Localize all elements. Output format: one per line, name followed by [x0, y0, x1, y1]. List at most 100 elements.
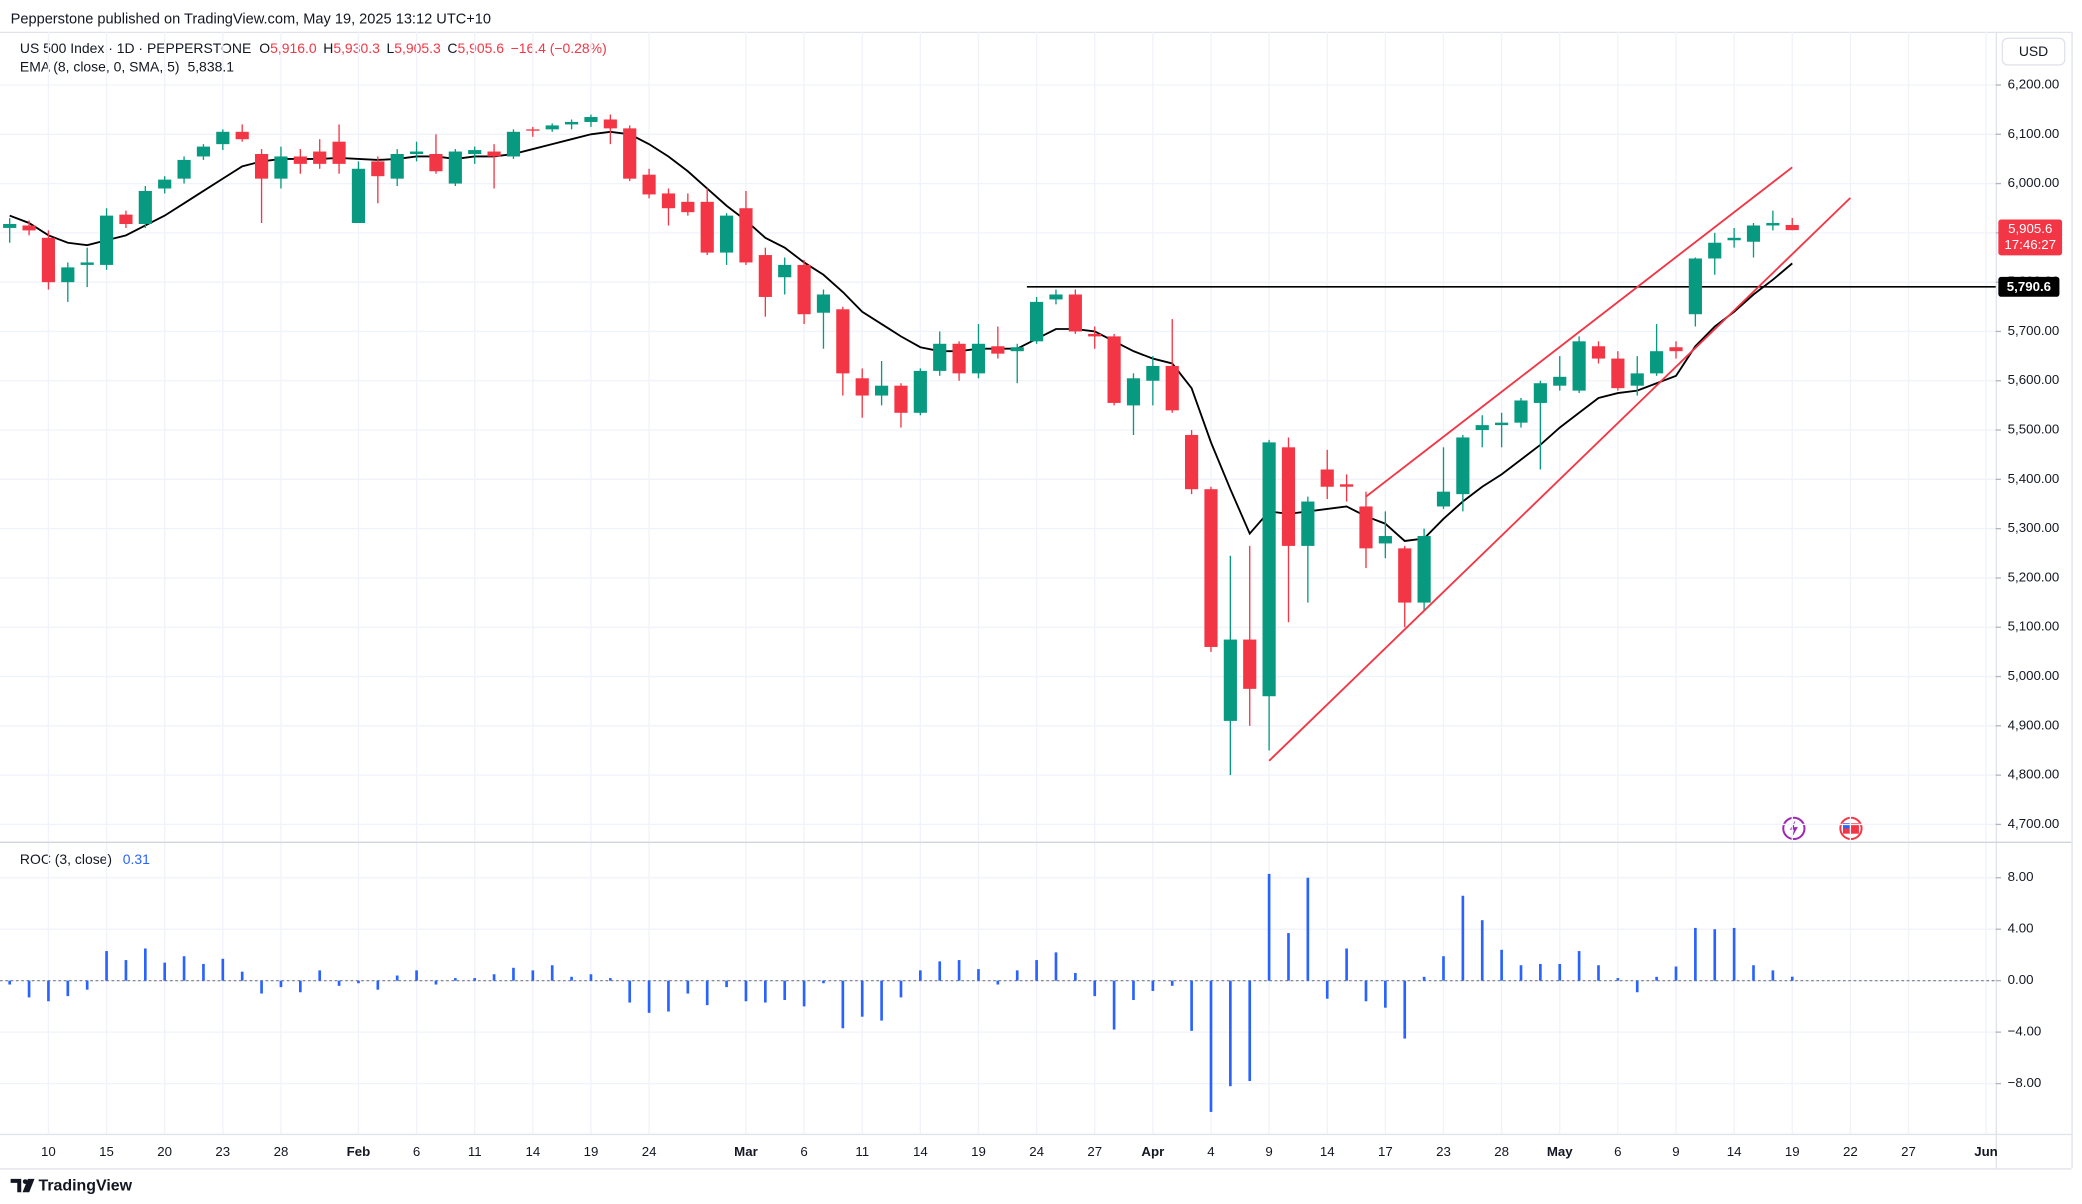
y-tick-label: 5,000.00 [2008, 668, 2060, 683]
candle-body [99, 215, 114, 265]
candle-body [196, 146, 211, 157]
candle-body [1146, 365, 1160, 381]
roc-bar [1752, 965, 1755, 981]
candle-body [41, 237, 56, 283]
candle-body [719, 215, 734, 253]
y-tick-label: 8.00 [2008, 869, 2034, 884]
candle-body [661, 193, 676, 209]
candle-body [274, 156, 288, 179]
event-bolt [1789, 820, 1798, 837]
candle-body [429, 153, 443, 172]
ohlc-value: 5,905.6 [457, 40, 504, 56]
roc-bar [1112, 980, 1116, 1030]
roc-bar [609, 978, 612, 981]
candle-body [1243, 639, 1257, 689]
y-tick-label: 6,200.00 [2008, 76, 2060, 91]
roc-bar [1422, 976, 1426, 981]
roc-bar [1480, 920, 1484, 981]
candle-body [61, 267, 75, 283]
roc-bar [492, 974, 496, 981]
x-tick-label: 9 [1672, 1144, 1679, 1159]
candle-body [952, 343, 966, 374]
y-tick-label: 4,900.00 [2008, 717, 2060, 732]
roc-bar [570, 976, 573, 981]
x-tick-label: 11 [855, 1144, 869, 1159]
candle-body [1340, 484, 1354, 487]
brand-name: TradingView [39, 1177, 133, 1194]
roc-bar [1597, 965, 1600, 981]
candle-body [1223, 639, 1237, 721]
roc-bar [85, 980, 89, 990]
candle-body [1650, 351, 1664, 374]
roc-bar [957, 960, 961, 981]
candle-body [1378, 536, 1392, 544]
currency-label[interactable]: USD [2019, 43, 2048, 59]
candle-body [158, 179, 172, 189]
roc-bar [764, 980, 767, 1003]
x-tick-label: 10 [41, 1144, 56, 1159]
roc-bar [260, 980, 263, 994]
roc-bar [1384, 980, 1387, 1008]
x-tick-label: Jun [1974, 1144, 1998, 1159]
ohlc-value: 5,930.3 [333, 40, 380, 56]
candle-body [3, 223, 17, 228]
event-icon[interactable] [1782, 816, 1806, 841]
roc-bar [221, 958, 225, 981]
roc-bar [531, 970, 535, 981]
logo-mark [10, 1178, 22, 1193]
roc-bar [919, 970, 922, 981]
last-price-label: 5,905.6 [2008, 221, 2052, 236]
x-tick-label: 24 [1029, 1144, 1044, 1159]
x-tick-label: 4 [1207, 1144, 1214, 1159]
candle-body [1088, 333, 1102, 337]
candle-body [545, 125, 559, 130]
ohlc-value: 5,905.3 [394, 40, 441, 56]
roc-bar [318, 970, 322, 981]
candle-body [1514, 400, 1528, 423]
ema-value: 5,838.1 [187, 58, 234, 74]
flag-canton [1842, 823, 1851, 829]
candle-body [1630, 373, 1644, 386]
candle-body [1398, 548, 1412, 603]
logo-mark [22, 1178, 35, 1193]
roc-bar [473, 978, 477, 981]
candle-body [1553, 376, 1567, 386]
candle-body [1766, 223, 1780, 226]
y-tick-label: 4.00 [2008, 921, 2034, 936]
roc-bar [357, 980, 360, 984]
countdown-label: 17:46:27 [2004, 237, 2056, 252]
candle-body [758, 255, 772, 297]
candle-body [1030, 301, 1044, 342]
x-tick-label: 24 [642, 1144, 657, 1159]
roc-bar [1403, 980, 1407, 1039]
candle-body [739, 208, 753, 263]
roc-bar [1461, 895, 1465, 981]
ohlc-key: L [386, 40, 394, 56]
roc-bar [434, 980, 438, 985]
candle-body [1281, 447, 1296, 546]
roc-bar [1732, 927, 1736, 981]
candle-body [468, 150, 482, 154]
candle-body [1301, 501, 1315, 546]
candle-body [933, 343, 947, 371]
roc-bar [1577, 951, 1581, 981]
roc-bar [647, 980, 651, 1013]
x-tick-label: 6 [1614, 1144, 1621, 1159]
x-tick-label: 6 [413, 1144, 420, 1159]
currency-button[interactable] [2001, 37, 2066, 66]
roc-bar [1500, 949, 1503, 981]
y-tick-label: 6,000.00 [2008, 175, 2060, 190]
y-tick-label: 4,800.00 [2008, 767, 2060, 782]
ohlc-value: 5,916.0 [270, 40, 317, 56]
y-tick-label: 5,300.00 [2008, 520, 2060, 535]
roc-bar [822, 980, 825, 984]
roc-bar [938, 961, 942, 981]
roc-bar [783, 980, 787, 1000]
candle-body [1495, 422, 1509, 426]
candle-body [80, 262, 94, 265]
symbol: US 500 Index · 1D · PEPPERSTONE [20, 40, 251, 56]
x-tick-label: Apr [1141, 1144, 1164, 1159]
roc-bar [279, 980, 283, 988]
candle-body [1611, 358, 1625, 389]
